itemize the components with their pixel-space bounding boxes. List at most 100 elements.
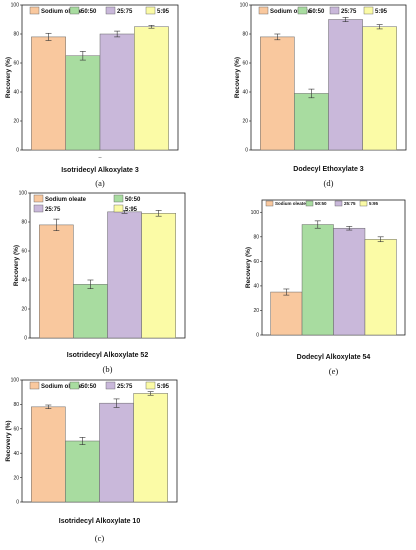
legend-swatch-2 (69, 6, 80, 15)
x-axis-label: Isotridecyl Alkoxylate 52 (67, 352, 149, 359)
y-tick-label: 40 (253, 284, 259, 290)
legend-label-2: 50:50 (81, 384, 97, 390)
legend-label-3: 25:75 (117, 384, 133, 390)
bar-4 (141, 213, 176, 339)
legend-swatch-3 (334, 200, 343, 207)
chart-panel-a: 0 20 40 60 80 100 Recovery (%) Sodium oleate50:… (5, 3, 179, 188)
legend-label-4: 5:95 (157, 384, 170, 390)
bar-4 (134, 26, 169, 151)
panel-caption: (b) (103, 364, 113, 374)
legend-label-3: 25:75 (45, 207, 61, 213)
legend-label-1: Sodium oleate (41, 9, 83, 15)
legend-swatch-3 (329, 6, 340, 15)
y-tick-label: 40 (13, 451, 19, 457)
legend-swatch-1 (33, 194, 44, 203)
y-tick-label: 80 (242, 32, 248, 38)
y-axis-label: Recovery (%) (5, 57, 12, 98)
y-axis-label: Recovery (%) (13, 245, 20, 286)
y-tick-label: 100 (240, 3, 249, 9)
legend-label-4: 5:95 (369, 201, 379, 206)
bar-4 (362, 26, 397, 151)
y-tick-label: 20 (253, 308, 259, 314)
panel-caption: (e) (329, 366, 339, 376)
y-tick-label: 100 (19, 191, 28, 197)
bar-2 (294, 93, 329, 151)
legend-swatch-1 (29, 381, 40, 390)
legend-swatch-4 (113, 204, 124, 213)
chart-panel-b: 0 20 40 60 80 100 Recovery (%) Sodium oleate 50:… (13, 191, 186, 374)
y-axis-label: Recovery (%) (5, 420, 12, 461)
legend-swatch-2 (297, 6, 308, 15)
legend-label-2: 50:50 (81, 9, 97, 15)
panel-caption: (d) (324, 178, 334, 188)
x-axis-label: Isotridecyl Alkoxylate 10 (59, 518, 141, 525)
bar-1 (260, 36, 295, 151)
y-tick-label: 20 (242, 119, 248, 125)
y-axis-label: Recovery (%) (234, 57, 241, 98)
x-axis-note: -- (98, 155, 102, 161)
y-tick-label: 80 (253, 235, 259, 241)
panel-caption: (c) (95, 533, 105, 543)
y-tick-label: 60 (13, 427, 19, 433)
y-tick-label: 100 (251, 210, 260, 216)
x-axis-label: Dodecyl Ethoxylate 3 (293, 166, 364, 173)
legend-swatch-4 (363, 6, 374, 15)
y-tick-label: 0 (16, 148, 19, 154)
y-axis-label: Recovery (%) (245, 247, 252, 288)
y-tick-label: 20 (21, 307, 27, 313)
legend-label-3: 25:75 (344, 201, 356, 206)
bar-2 (301, 224, 334, 336)
x-axis-label: Isotridecyl Alkoxylate 3 (61, 167, 139, 174)
chart-panel-c: 0 20 40 60 80 100 Recovery (%) Sodium oleate50:… (5, 378, 178, 543)
x-axis-label: Dodecyl Alkoxylate 54 (297, 354, 371, 361)
y-tick-label: 0 (256, 333, 259, 339)
legend-swatch-2 (69, 381, 80, 390)
legend-label-1: Sodium oleate (270, 9, 312, 15)
legend-swatch-3 (105, 6, 116, 15)
y-tick-label: 80 (21, 220, 27, 226)
bar-1 (31, 406, 66, 503)
y-tick-label: 0 (245, 148, 248, 154)
legend-label-1: Sodium oleate (41, 384, 83, 390)
y-tick-label: 40 (13, 90, 19, 96)
legend-label-2: 50:50 (315, 201, 327, 206)
bar-3 (328, 19, 363, 151)
legend-label-4: 5:95 (125, 207, 138, 213)
legend-swatch-1 (258, 6, 269, 15)
legend-swatch-4 (145, 6, 156, 15)
legend-label-2: 50:50 (125, 197, 141, 203)
legend-swatch-1 (29, 6, 40, 15)
y-tick-label: 100 (11, 378, 20, 384)
y-tick-label: 100 (11, 3, 20, 9)
bar-3 (99, 33, 135, 151)
y-tick-label: 60 (253, 259, 259, 265)
y-tick-label: 80 (13, 402, 19, 408)
bar-1 (39, 224, 74, 339)
y-tick-label: 60 (21, 249, 27, 255)
legend-swatch-4 (145, 381, 156, 390)
bar-2 (73, 284, 108, 339)
y-tick-label: 0 (24, 336, 27, 342)
legend-swatch-3 (33, 204, 44, 213)
bar-3 (99, 402, 134, 503)
legend-label-1: Sodium oleate (45, 197, 87, 203)
y-tick-label: 40 (242, 90, 248, 96)
legend-swatch-3 (105, 381, 116, 390)
y-tick-label: 80 (13, 32, 19, 38)
chart-panel-e: 0 20 40 60 80 100 Recovery (%) Sodium oleate 50:… (245, 199, 406, 376)
bar-4 (364, 239, 397, 336)
bar-3 (333, 227, 366, 336)
y-tick-label: 0 (16, 500, 19, 506)
y-tick-label: 20 (13, 119, 19, 125)
bar-1 (31, 36, 66, 151)
legend-swatch-1 (265, 200, 274, 207)
legend-label-3: 25:75 (341, 9, 357, 15)
y-tick-label: 40 (21, 278, 27, 284)
legend-swatch-4 (359, 200, 368, 207)
legend-swatch-2 (113, 194, 124, 203)
legend-label-4: 5:95 (375, 9, 388, 15)
bar-3 (107, 211, 142, 339)
y-tick-label: 60 (242, 61, 248, 67)
legend-swatch-2 (305, 200, 314, 207)
